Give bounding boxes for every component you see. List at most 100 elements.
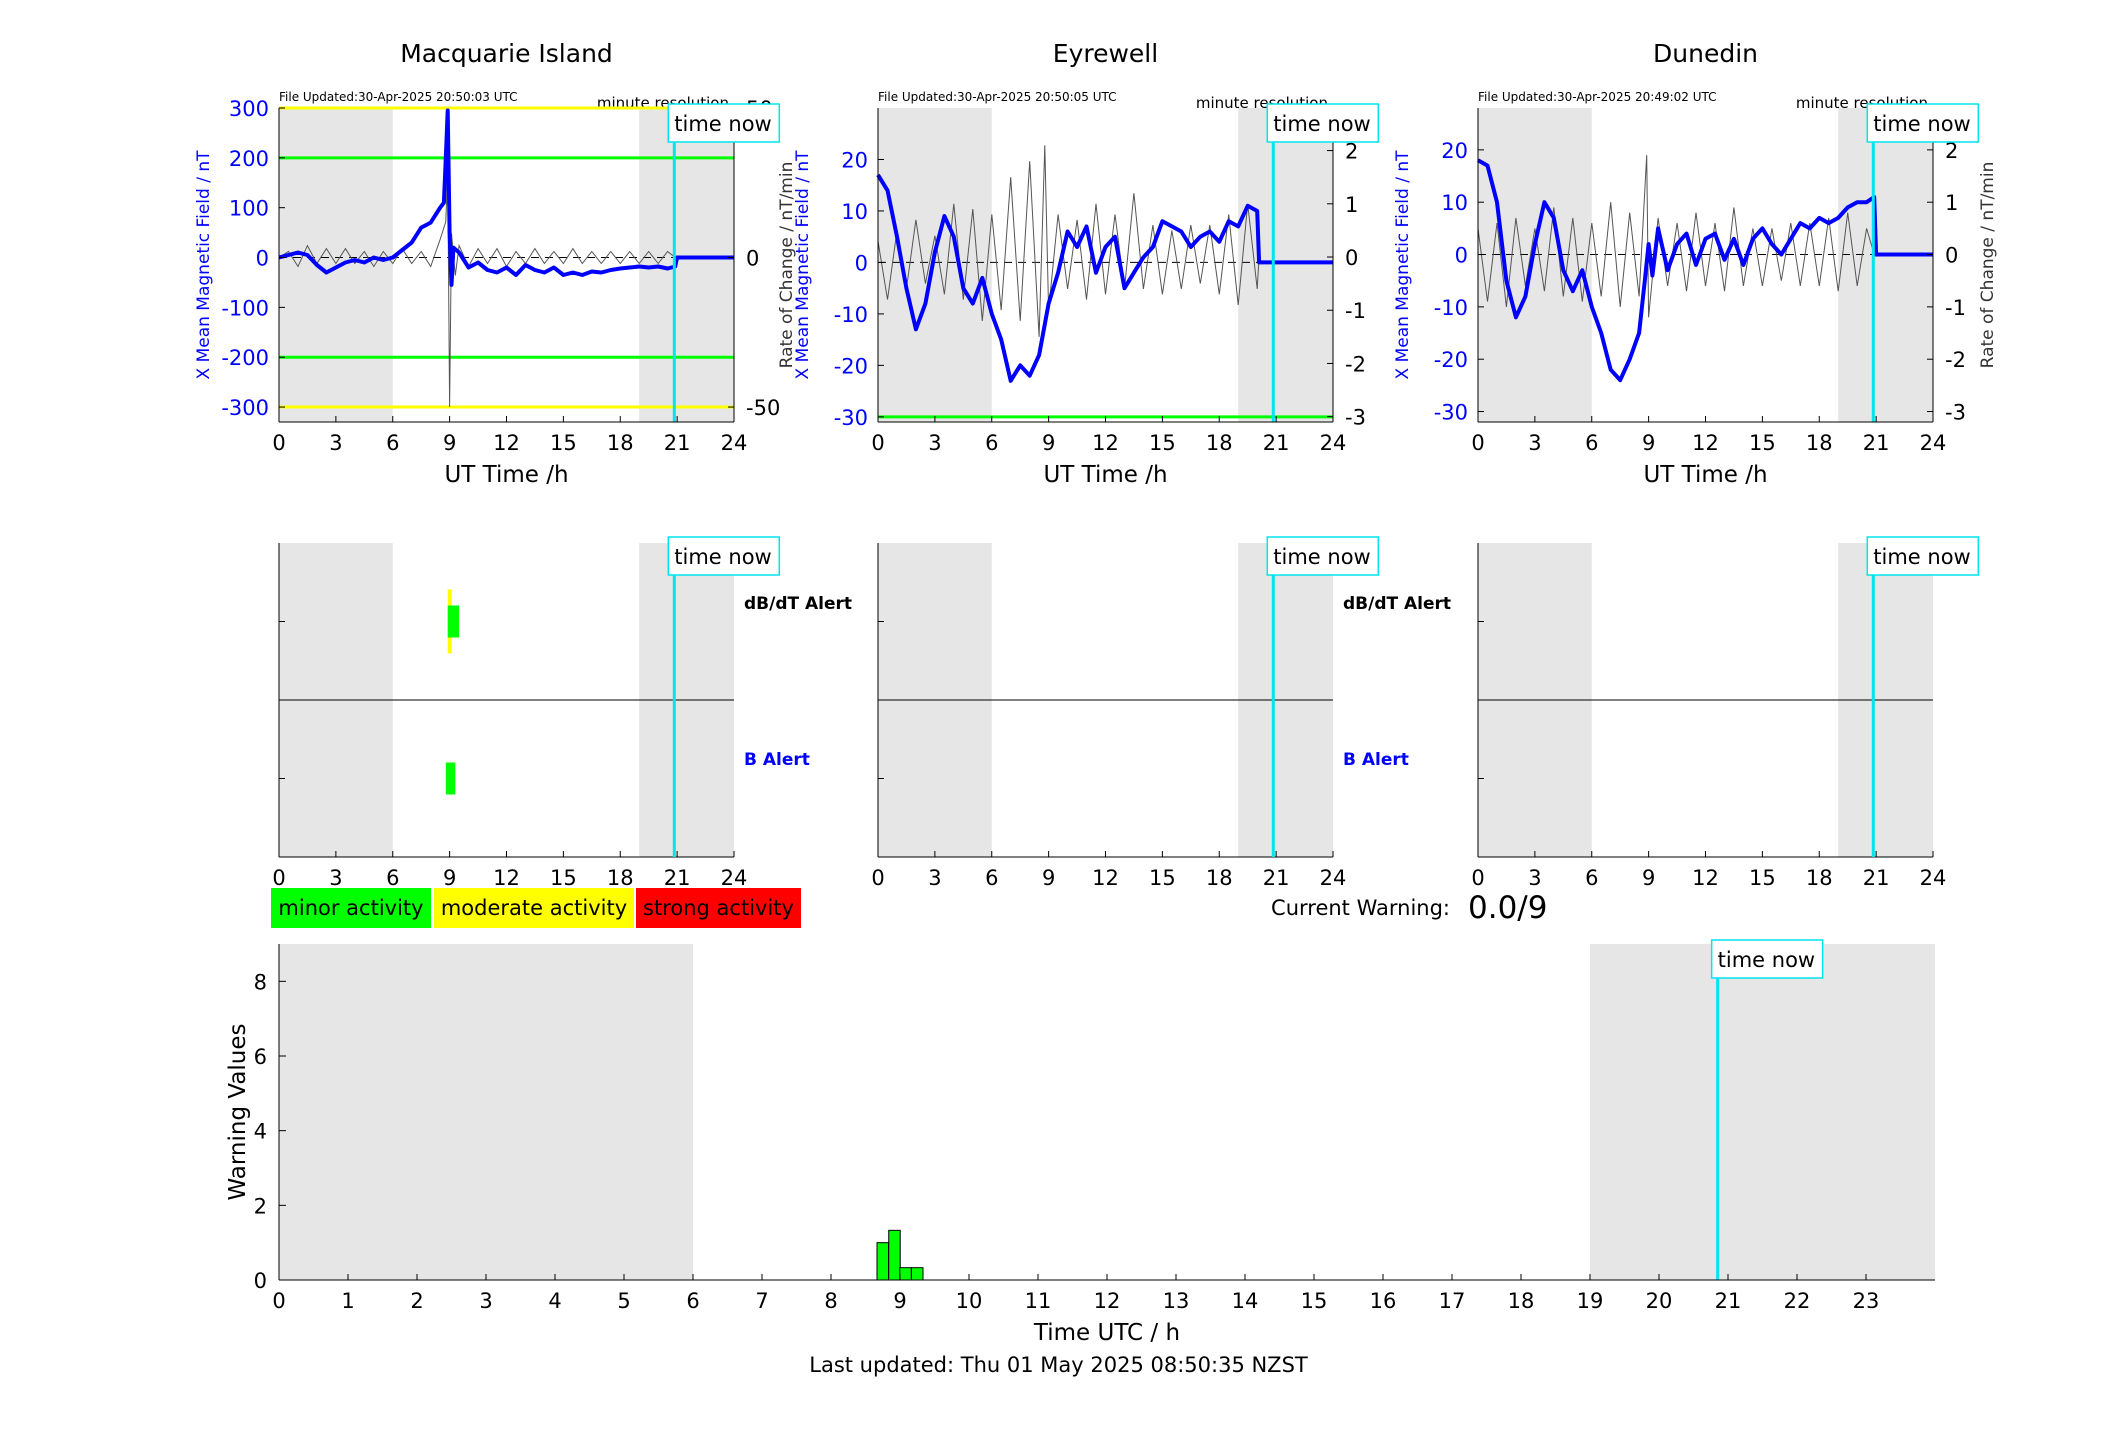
x-tick-label: 9: [893, 1289, 906, 1313]
y-tick-label: -300: [221, 396, 269, 420]
y-tick-label: 0: [256, 247, 269, 271]
x-tick-label: 0: [272, 1289, 285, 1313]
dbdt-alert-label: dB/dT Alert: [744, 594, 852, 614]
y2-tick-label: -2: [1945, 348, 1966, 372]
night-shade: [878, 108, 992, 422]
x-tick-label: 18: [1206, 431, 1233, 455]
x-tick-label: 23: [1853, 1289, 1880, 1313]
y2-tick-label: 1: [1345, 193, 1358, 217]
x-tick-label: 15: [1149, 866, 1176, 890]
y-tick-label: -100: [221, 296, 269, 320]
warning-bar: [911, 1267, 924, 1281]
y-tick-label: 0: [254, 1269, 267, 1293]
x-tick-label: 15: [1749, 866, 1776, 890]
rate-of-change-series: [278, 167, 676, 408]
y2-tick-label: 1: [1945, 191, 1958, 215]
last-updated-footer: Last updated: Thu 01 May 2025 08:50:35 N…: [809, 1353, 1308, 1377]
x-tick-label: 0: [1471, 431, 1484, 455]
x-tick-label: 0: [1471, 866, 1484, 890]
x-tick-label: 15: [1301, 1289, 1328, 1313]
x-tick-label: 9: [1642, 431, 1655, 455]
rate-of-change-series: [877, 145, 1260, 337]
x-tick-label: 16: [1370, 1289, 1397, 1313]
x-tick-label: 6: [386, 431, 399, 455]
time-now-marker: time now: [1710, 939, 1824, 979]
mean-field-series: [1477, 158, 1933, 383]
time-now-label: time now: [1718, 948, 1815, 972]
x-tick-label: 0: [272, 866, 285, 890]
y2-tick-label: -2: [1345, 352, 1366, 376]
y-tick-label: -200: [221, 346, 269, 370]
legend-label-3: strong activity: [643, 896, 794, 920]
x-tick-label: 9: [1042, 431, 1055, 455]
y-tick-label: 300: [229, 97, 269, 121]
y-tick-label: -30: [1434, 401, 1468, 425]
x-axis-label: UT Time /h: [444, 462, 568, 488]
x-tick-label: 17: [1439, 1289, 1466, 1313]
x-tick-label: 24: [1920, 866, 1947, 890]
time-now-box: [1266, 103, 1380, 143]
time-now-marker: time now: [667, 536, 781, 576]
time-now-label: time now: [674, 112, 771, 136]
y2-tick-label: -3: [1345, 406, 1366, 430]
legend-label-1: minor activity: [278, 896, 423, 920]
file-updated-label: File Updated:30-Apr-2025 20:50:03 UTC: [279, 90, 518, 104]
x-tick-label: 9: [443, 866, 456, 890]
warning-bar: [899, 1267, 912, 1281]
x-tick-label: 15: [1749, 431, 1776, 455]
x-axis-label: Time UTC / h: [1033, 1320, 1180, 1346]
b-alert-bar: [445, 762, 456, 795]
alert-panel-1: 0 3 6 9 12 15 18 21 24 time now dB/dT Alert B Alert: [272, 536, 852, 890]
x-tick-label: 24: [1920, 431, 1947, 455]
x-tick-label: 15: [550, 866, 577, 890]
x-tick-label: 21: [664, 431, 691, 455]
time-now-marker: time now: [667, 103, 781, 143]
x-tick-label: 18: [607, 866, 634, 890]
y2-tick-label: 0: [1945, 244, 1958, 268]
time-now-box: [1266, 536, 1380, 576]
current-warning-label: Current Warning:: [1271, 896, 1450, 920]
x-tick-label: 18: [1806, 866, 1833, 890]
night-shade: [279, 108, 393, 422]
x-tick-label: 3: [479, 1289, 492, 1313]
x-tick-label: 12: [1092, 431, 1119, 455]
y-tick-label: -10: [1434, 296, 1468, 320]
b-alert-label: B Alert: [744, 750, 810, 770]
activity-legend: minor activity moderate activity strong ac…: [271, 888, 801, 928]
mean-field-series: [876, 173, 1333, 383]
x-tick-label: 3: [329, 431, 342, 455]
x-tick-label: 3: [1528, 866, 1541, 890]
y-tick-label: 2: [254, 1194, 267, 1218]
y2-tick-label: -1: [1945, 296, 1966, 320]
station-title: Eyrewell: [1053, 39, 1158, 68]
x-tick-label: 12: [1692, 431, 1719, 455]
x-tick-label: 12: [1692, 866, 1719, 890]
x-tick-label: 3: [329, 866, 342, 890]
x-tick-label: 1: [341, 1289, 354, 1313]
x-tick-label: 5: [617, 1289, 630, 1313]
x-tick-label: 21: [664, 866, 691, 890]
x-tick-label: 6: [686, 1289, 699, 1313]
file-updated-label: File Updated:30-Apr-2025 20:50:05 UTC: [878, 90, 1117, 104]
x-tick-label: 22: [1784, 1289, 1811, 1313]
x-tick-label: 24: [1320, 431, 1347, 455]
time-now-box: [1866, 536, 1980, 576]
x-tick-label: 6: [386, 866, 399, 890]
x-tick-label: 15: [1149, 431, 1176, 455]
x-tick-label: 21: [1263, 431, 1290, 455]
x-tick-label: 10: [956, 1289, 983, 1313]
y-tick-label: -20: [834, 354, 868, 378]
x-tick-label: 6: [985, 431, 998, 455]
time-now-marker: time now: [1866, 103, 1980, 143]
x-tick-label: 3: [1528, 431, 1541, 455]
mean-field-series: [278, 108, 734, 287]
time-now-label: time now: [1873, 545, 1970, 569]
x-tick-label: 19: [1577, 1289, 1604, 1313]
x-tick-label: 14: [1232, 1289, 1259, 1313]
x-tick-label: 24: [1320, 866, 1347, 890]
time-now-label: time now: [1273, 545, 1370, 569]
x-tick-label: 15: [550, 431, 577, 455]
time-now-label: time now: [1873, 112, 1970, 136]
x-tick-label: 0: [871, 431, 884, 455]
